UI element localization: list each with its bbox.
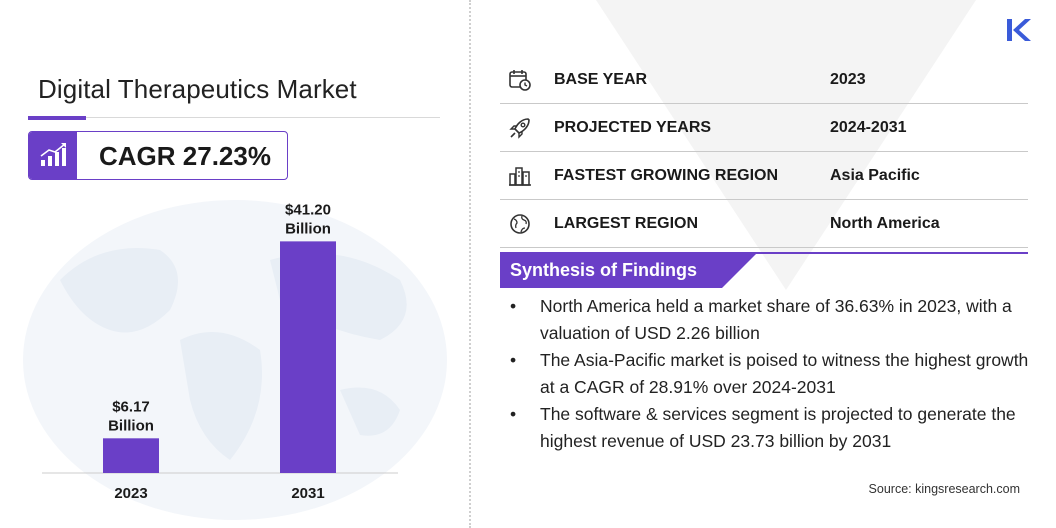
- cagr-value: CAGR 27.23%: [99, 141, 271, 171]
- finding-text: The software & services segment is proje…: [540, 404, 1016, 451]
- data-label-2031: $41.20: [285, 201, 331, 218]
- growth-chart-icon: [40, 143, 66, 166]
- bullet: •: [510, 296, 517, 316]
- x-tick-label-2023: 2023: [114, 485, 147, 502]
- bar-2023: [103, 438, 159, 473]
- info-value: 2024-2031: [830, 119, 907, 136]
- info-value: North America: [830, 215, 940, 232]
- data-label-2023: $6.17: [112, 398, 150, 415]
- market-size-bar-chart: $6.17 Billion 2023 $41.20 Billion 2031: [42, 201, 398, 502]
- info-row-largest-region: LARGEST REGION North America: [500, 200, 1028, 248]
- data-label-2023: Billion: [108, 417, 154, 434]
- list-item: • The software & services segment is proj…: [510, 401, 1030, 455]
- page-title: Digital Therapeutics Market: [38, 74, 357, 104]
- synthesis-title: Synthesis of Findings: [510, 260, 698, 280]
- bullet: •: [510, 350, 517, 370]
- info-label: LARGEST REGION: [554, 215, 699, 232]
- cagr-icon-container: [29, 132, 77, 179]
- finding-text: North America held a market share of 36.…: [540, 296, 1012, 343]
- info-label: BASE YEAR: [554, 71, 648, 88]
- decorative-triangle: [596, 0, 976, 290]
- info-row-fastest-region: FASTEST GROWING REGION Asia Pacific: [500, 152, 1028, 200]
- globe-icon: [510, 214, 530, 234]
- rocket-icon: [509, 118, 530, 139]
- kings-research-logo: [1007, 19, 1031, 41]
- info-value: Asia Pacific: [830, 167, 920, 184]
- section-divider: [469, 0, 471, 528]
- info-label: FASTEST GROWING REGION: [554, 167, 779, 184]
- info-value: 2023: [830, 71, 866, 88]
- city-skyline-icon: [509, 167, 531, 186]
- info-row-projected-years: PROJECTED YEARS 2024-2031: [500, 104, 1028, 152]
- title-underline: [28, 117, 440, 118]
- findings-list: • North America held a market share of 36…: [510, 293, 1030, 455]
- synthesis-rule: [500, 252, 1028, 254]
- list-item: • The Asia-Pacific market is poised to wi…: [510, 347, 1030, 401]
- calendar-clock-icon: [509, 70, 531, 91]
- list-item: • North America held a market share of 36…: [510, 293, 1030, 347]
- cagr-badge: CAGR 27.23%: [28, 131, 288, 180]
- synthesis-header-shape: [500, 254, 756, 288]
- x-tick-label-2031: 2031: [291, 485, 324, 502]
- bullet: •: [510, 404, 517, 424]
- bar-2031: [280, 241, 336, 473]
- finding-text: The Asia-Pacific market is poised to wit…: [540, 350, 1029, 397]
- source-credit: Source: kingsresearch.com: [868, 482, 1020, 496]
- synthesis-header: Synthesis of Findings: [500, 254, 756, 288]
- title-accent-bar: [28, 116, 86, 120]
- info-row-base-year: BASE YEAR 2023: [500, 56, 1028, 104]
- info-label: PROJECTED YEARS: [554, 119, 712, 136]
- data-label-2031: Billion: [285, 220, 331, 237]
